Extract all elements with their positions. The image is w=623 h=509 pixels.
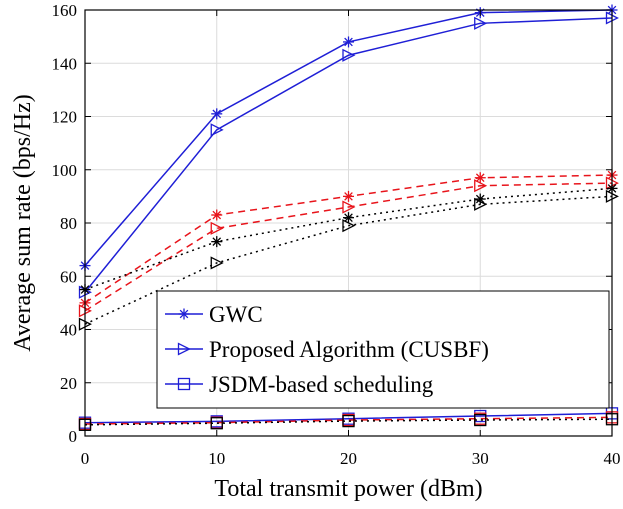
marker-stroke — [344, 213, 353, 222]
series-line — [84, 418, 613, 426]
y-tick-label: 60 — [60, 267, 77, 286]
data-point — [474, 193, 486, 205]
y-tick-label: 20 — [60, 374, 77, 393]
x-tick-label: 0 — [81, 449, 90, 468]
legend-entry: JSDM-based scheduling — [165, 372, 434, 397]
legend-label: JSDM-based scheduling — [209, 372, 434, 397]
data-point — [342, 200, 356, 214]
legend-marker — [177, 377, 191, 391]
x-tick-label: 10 — [208, 449, 225, 468]
marker-stroke — [212, 109, 222, 119]
series-line — [84, 195, 613, 325]
y-tick-label: 100 — [52, 161, 78, 180]
series-line — [84, 17, 613, 293]
series-line — [84, 182, 613, 312]
data-point — [342, 219, 356, 233]
data-point — [474, 16, 488, 30]
legend-entry: GWC — [165, 302, 263, 327]
marker-stroke — [475, 173, 485, 183]
y-tick-label: 0 — [69, 427, 78, 446]
legend-items: GWC Proposed Algorithm (CUSBF) JSDM-based … — [165, 302, 489, 397]
marker-stroke — [212, 237, 222, 246]
data-point — [211, 209, 223, 221]
data-point — [343, 36, 354, 48]
marker-stroke — [475, 194, 485, 204]
marker-stroke — [179, 309, 189, 319]
data-point — [342, 48, 356, 62]
y-tick-label: 40 — [60, 321, 77, 340]
legend-marker — [177, 342, 191, 356]
series-group — [78, 4, 619, 431]
marker-stroke — [212, 210, 222, 220]
data-point — [210, 221, 224, 235]
data-point — [474, 413, 487, 427]
y-tick-label: 120 — [52, 108, 78, 127]
x-axis-label: Total transmit power (dBm) — [214, 476, 482, 502]
data-point — [474, 179, 488, 193]
x-tick-label: 20 — [340, 449, 357, 468]
legend-marker — [178, 308, 190, 320]
axis-ticks: 0 10 20 30 40 0 20 40 60 80 100 120 140 160 — [52, 1, 621, 468]
legend-label: GWC — [209, 302, 263, 327]
legend: GWC Proposed Algorithm (CUSBF) JSDM-based … — [156, 290, 610, 409]
legend-box — [156, 290, 610, 409]
data-point — [343, 190, 354, 202]
data-point — [474, 197, 488, 211]
data-point — [211, 236, 223, 248]
series-line — [84, 187, 613, 291]
data-point — [211, 108, 223, 120]
data-point — [342, 414, 355, 428]
y-tick-label: 160 — [52, 1, 78, 20]
data-point — [210, 256, 224, 270]
data-point — [343, 212, 354, 224]
legend-label: Proposed Algorithm (CUSBF) — [209, 337, 489, 362]
data-point — [474, 172, 486, 184]
data-point — [210, 123, 224, 137]
series-line — [84, 412, 613, 424]
y-axis-label: Average sum rate (bps/Hz) — [10, 94, 36, 351]
y-tick-label: 140 — [52, 54, 78, 73]
marker-stroke — [344, 37, 353, 47]
data-point — [210, 417, 223, 430]
x-tick-label: 40 — [604, 449, 621, 468]
x-tick-label: 30 — [472, 449, 489, 468]
y-tick-label: 80 — [60, 214, 77, 233]
series-line — [84, 416, 613, 425]
marker-stroke — [344, 192, 353, 201]
legend-entry: Proposed Algorithm (CUSBF) — [165, 337, 489, 362]
